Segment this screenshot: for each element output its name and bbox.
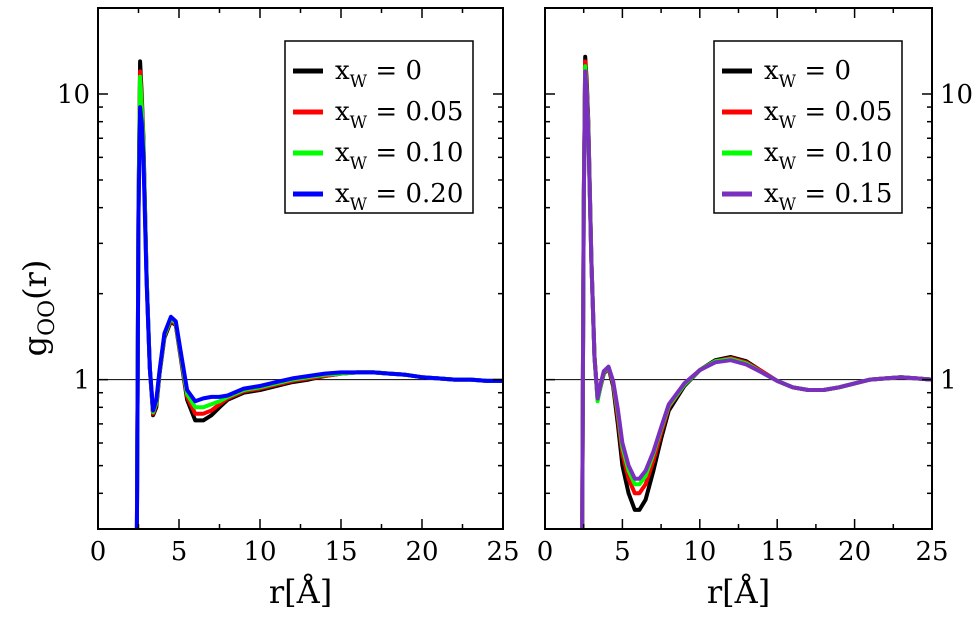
x-tick-label: 20 bbox=[838, 537, 871, 567]
x-tick-label: 25 bbox=[915, 537, 948, 567]
x-tick-label: 0 bbox=[537, 537, 554, 567]
legend-label: xW = 0.10 bbox=[764, 138, 892, 174]
y-tick-label: 10 bbox=[57, 80, 90, 110]
legend-label: xW = 0 bbox=[335, 56, 422, 92]
legend-label: xW = 0.05 bbox=[335, 97, 463, 133]
legend: xW = 0 xW = 0.05 xW = 0.10 xW = 0.15 bbox=[713, 40, 903, 215]
series-line-3 bbox=[134, 105, 503, 529]
legend-label: xW = 0.05 bbox=[764, 97, 892, 133]
x-tick-label: 5 bbox=[171, 537, 188, 567]
y-axis-title-sub: OO bbox=[35, 300, 60, 336]
svg-text:gOO(r): gOO(r) bbox=[16, 260, 60, 357]
x-tick-label: 25 bbox=[486, 537, 519, 567]
y-tick-label: 10 bbox=[940, 80, 973, 110]
x-tick-label: 15 bbox=[761, 537, 794, 567]
x-tick-label: 20 bbox=[405, 537, 438, 567]
x-tick-label: 5 bbox=[614, 537, 631, 567]
legend-label: xW = 0.20 bbox=[335, 179, 463, 215]
y-tick-label: 1 bbox=[940, 366, 957, 396]
legend: xW = 0 xW = 0.05 xW = 0.10 xW = 0.20 bbox=[284, 40, 474, 215]
y-tick-label: 1 bbox=[73, 366, 90, 396]
x-tick-label: 10 bbox=[683, 537, 716, 567]
x-tick-label: 10 bbox=[243, 537, 276, 567]
x-tick-label: 0 bbox=[90, 537, 107, 567]
shared-y-axis-title: gOO(r) bbox=[16, 260, 60, 357]
left-panel: 0 5 10 15 20 25 1 10 r[Å] xW = 0 xW = 0.05 xW = 0.1… bbox=[57, 7, 520, 611]
x-axis-title: r[Å] bbox=[269, 573, 332, 611]
x-axis-title: r[Å] bbox=[707, 573, 770, 611]
x-tick-label: 15 bbox=[324, 537, 357, 567]
legend-label: xW = 0.15 bbox=[764, 179, 892, 215]
right-panel: 0 5 10 15 20 25 1 10 r[Å] xW = 0 xW = 0.05 xW = 0.1… bbox=[537, 7, 973, 611]
y-axis-title-main: g bbox=[16, 336, 54, 356]
legend-label: xW = 0 bbox=[764, 56, 851, 92]
legend-label: xW = 0.10 bbox=[335, 138, 463, 174]
y-axis-title-tail: (r) bbox=[16, 260, 54, 300]
series-line-3 bbox=[580, 69, 932, 529]
